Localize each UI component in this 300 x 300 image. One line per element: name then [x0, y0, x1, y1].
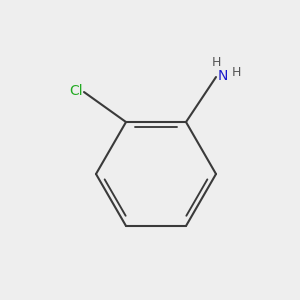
Text: H: H [231, 66, 241, 79]
Text: Cl: Cl [70, 83, 83, 98]
Text: H: H [211, 56, 221, 69]
Text: N: N [218, 68, 228, 83]
